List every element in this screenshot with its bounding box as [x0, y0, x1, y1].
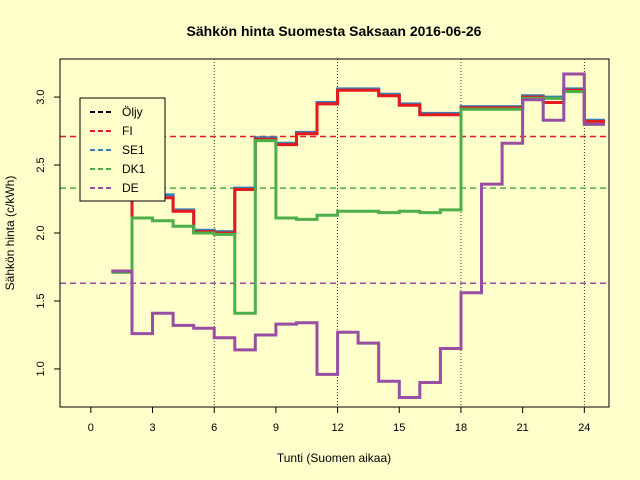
legend: Öljy FI SE1 DK1 DE — [79, 97, 166, 202]
legend-label-4: DE — [122, 181, 139, 195]
x-axis: 0 3 6 9 12 15 18 21 24 — [88, 406, 590, 434]
x-tick-label-24: 24 — [578, 422, 590, 434]
x-tick-label-15: 15 — [393, 422, 405, 434]
legend-label-0: Öljy — [122, 105, 143, 119]
x-tick-label-18: 18 — [455, 422, 467, 434]
x-tick-label-12: 12 — [331, 422, 343, 434]
legend-label-3: DK1 — [122, 162, 146, 176]
x-tick-label-9: 9 — [273, 422, 279, 434]
series-dk1 — [111, 90, 605, 315]
series-de — [111, 72, 605, 399]
x-tick-label-3: 3 — [149, 422, 155, 434]
y-axis-label: Sähkön hinta (c/kWh) — [3, 176, 17, 291]
series-lines — [111, 72, 605, 399]
x-tick-label-0: 0 — [88, 422, 94, 434]
y-tick-label-1: 1.5 — [35, 293, 47, 308]
legend-label-1: FI — [122, 124, 133, 138]
y-tick-label-3: 2.5 — [35, 157, 47, 172]
x-tick-label-21: 21 — [517, 422, 529, 434]
y-tick-label-0: 1.0 — [35, 361, 47, 376]
x-axis-label: Tunti (Suomen aikaa) — [277, 451, 391, 465]
y-tick-label-4: 3.0 — [35, 89, 47, 104]
legend-label-2: SE1 — [122, 143, 145, 157]
y-axis: 1.0 1.5 2.0 2.5 3.0 — [35, 89, 61, 377]
y-tick-label-2: 2.0 — [35, 225, 47, 240]
x-tick-label-6: 6 — [211, 422, 217, 434]
chart-title: Sähkön hinta Suomesta Saksaan 2016-06-26 — [187, 23, 482, 39]
